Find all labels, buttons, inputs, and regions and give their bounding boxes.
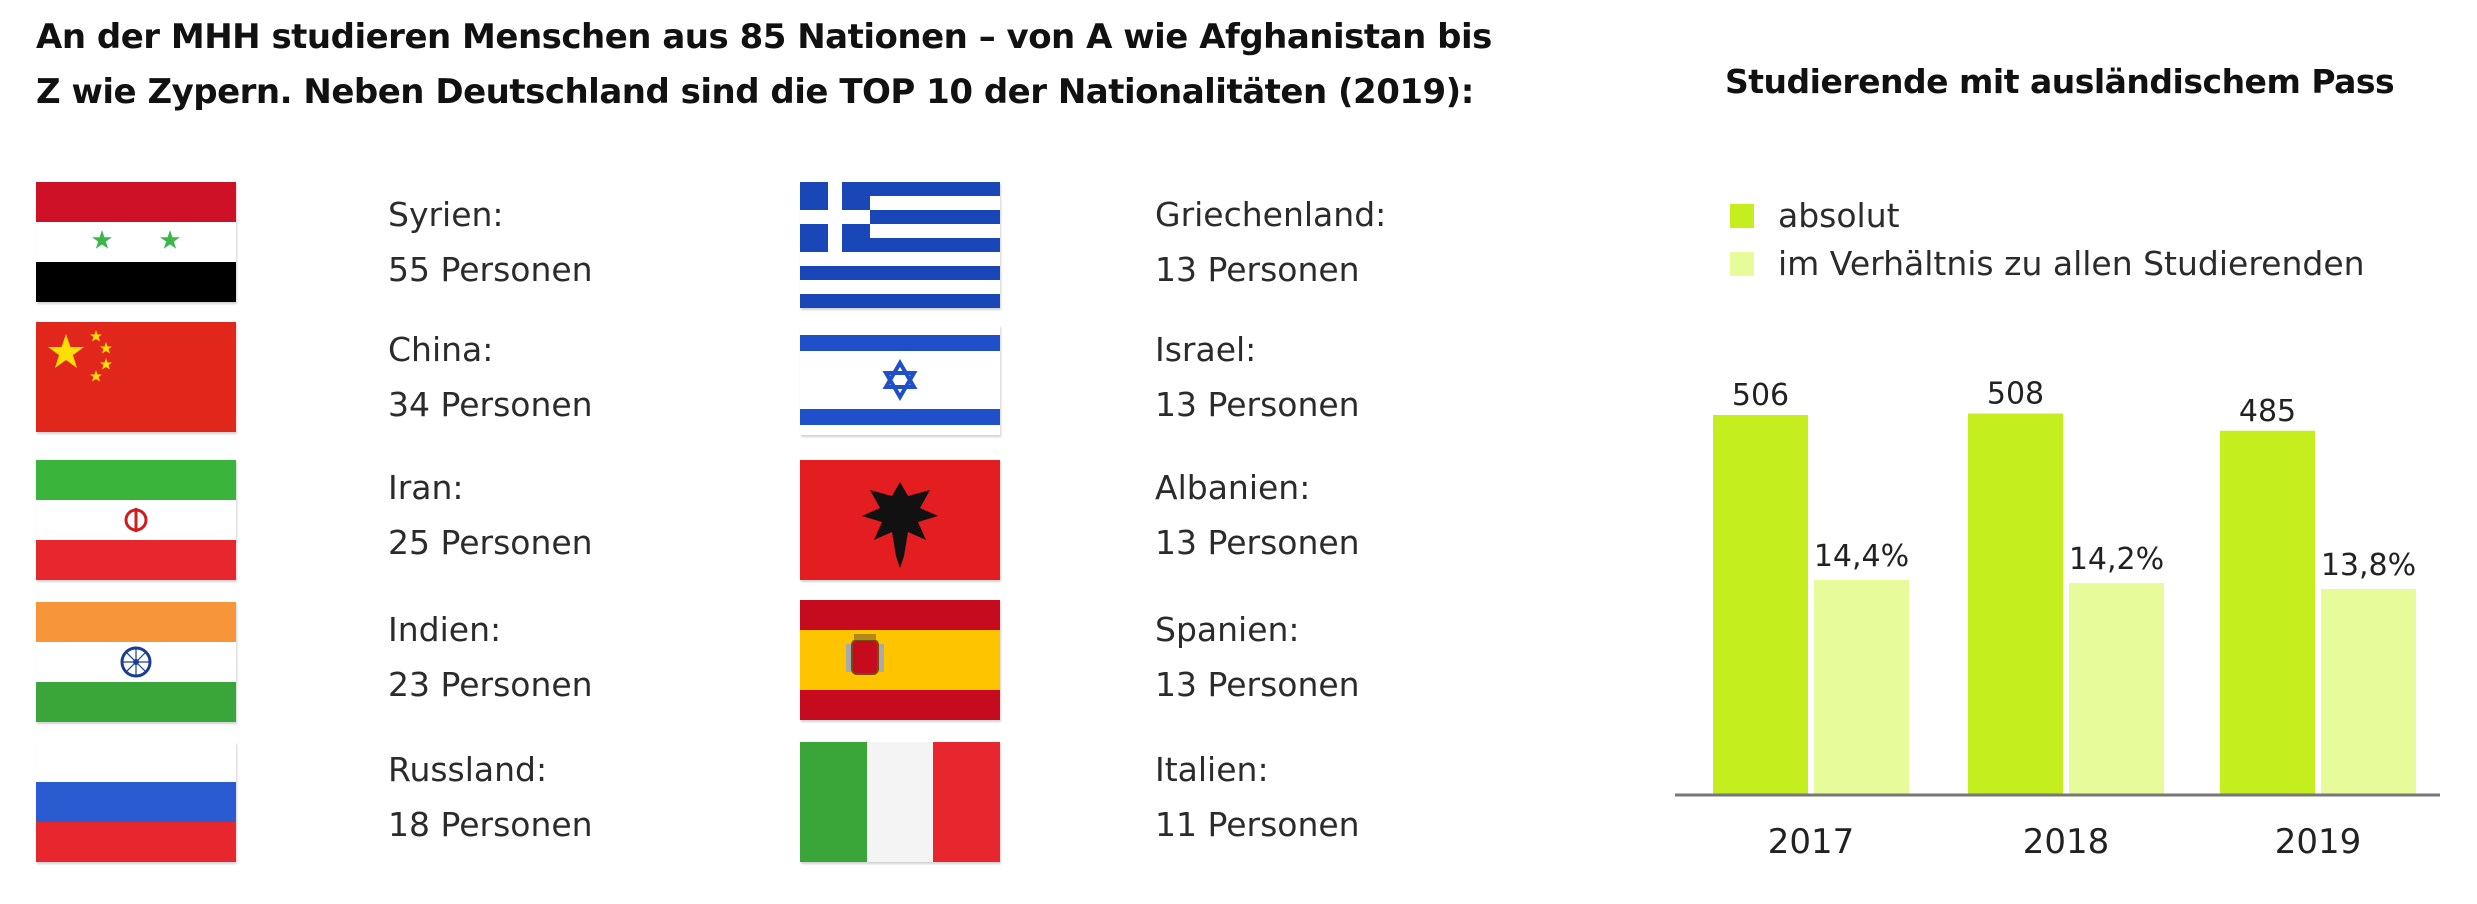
nation-name: Spanien: xyxy=(1155,610,1300,649)
bar-relative xyxy=(2321,588,2416,795)
nation-name: Russland: xyxy=(388,750,548,789)
syria-flag-icon xyxy=(36,182,236,302)
india-flag-icon xyxy=(36,602,236,722)
nation-entry: Griechenland: 13 Personen xyxy=(1155,187,1386,297)
bar-relative xyxy=(2069,582,2164,795)
nation-count: 13 Personen xyxy=(1155,665,1360,704)
headline-line-2: Z wie Zypern. Neben Deutschland sind die… xyxy=(36,72,1474,112)
greece-flag-icon xyxy=(800,182,1000,308)
nation-count: 23 Personen xyxy=(388,665,593,704)
nation-name: Griechenland: xyxy=(1155,195,1387,234)
page-headline: An der MHH studieren Menschen aus 85 Nat… xyxy=(36,10,1536,120)
nation-name: Indien: xyxy=(388,610,502,649)
bar-relative xyxy=(1814,580,1909,795)
iran-flag-icon xyxy=(36,460,236,580)
bar-chart: 506 14,4% 2017 508 14,2% 2018 485 13,8% 2019 xyxy=(1675,376,2440,862)
bar-label-relative: 13,8% xyxy=(2321,548,2416,583)
nation-name: Italien: xyxy=(1155,750,1269,789)
spain-flag-icon xyxy=(800,600,1000,720)
nation-name: Iran: xyxy=(388,468,464,507)
legend-label: im Verhältnis zu allen Studierenden xyxy=(1778,244,2365,283)
nation-count: 11 Personen xyxy=(1155,805,1360,844)
headline-line-1: An der MHH studieren Menschen aus 85 Nat… xyxy=(36,17,1492,57)
nation-entry: Iran: 25 Personen xyxy=(388,460,593,570)
nation-name: Israel: xyxy=(1155,330,1257,369)
israel-flag-icon xyxy=(800,325,1000,435)
nation-name: Syrien: xyxy=(388,195,504,234)
chart-title: Studierende mit ausländischem Pass xyxy=(1725,62,2395,101)
nation-entry: Spanien: 13 Personen xyxy=(1155,602,1360,712)
russia-flag-icon xyxy=(36,742,236,862)
legend-swatch xyxy=(1730,252,1754,276)
nation-entry: Albanien: 13 Personen xyxy=(1155,460,1360,570)
nation-count: 55 Personen xyxy=(388,250,593,289)
nation-entry: Italien: 11 Personen xyxy=(1155,742,1360,852)
china-flag-icon xyxy=(36,322,236,432)
nation-count: 13 Personen xyxy=(1155,250,1360,289)
albania-flag-icon xyxy=(800,460,1000,580)
nation-entry: Russland: 18 Personen xyxy=(388,742,593,852)
italy-flag-icon xyxy=(800,742,1000,862)
nation-entry: Syrien: 55 Personen xyxy=(388,187,593,297)
bar-absolut xyxy=(1713,415,1808,795)
bar-label-absolut: 485 xyxy=(2239,394,2296,429)
x-tick-label: 2019 xyxy=(2275,822,2362,862)
legend-swatch xyxy=(1730,204,1754,228)
bar-absolut xyxy=(1968,413,2063,795)
x-tick-label: 2017 xyxy=(1768,822,1855,862)
bar-label-absolut: 506 xyxy=(1732,378,1789,413)
nation-name: China: xyxy=(388,330,494,369)
bar-label-relative: 14,2% xyxy=(2069,542,2164,577)
nation-count: 18 Personen xyxy=(388,805,593,844)
nation-count: 34 Personen xyxy=(388,385,593,424)
legend-label: absolut xyxy=(1778,196,1900,235)
bar-label-absolut: 508 xyxy=(1987,376,2044,411)
nation-count: 25 Personen xyxy=(388,523,593,562)
x-tick-label: 2018 xyxy=(2023,822,2110,862)
nation-entry: Israel: 13 Personen xyxy=(1155,322,1360,432)
nation-count: 13 Personen xyxy=(1155,523,1360,562)
nation-entry: Indien: 23 Personen xyxy=(388,602,593,712)
bar-label-relative: 14,4% xyxy=(1814,539,1909,574)
nation-entry: China: 34 Personen xyxy=(388,322,593,432)
bar-absolut xyxy=(2220,430,2315,795)
nation-count: 13 Personen xyxy=(1155,385,1360,424)
nation-name: Albanien: xyxy=(1155,468,1311,507)
